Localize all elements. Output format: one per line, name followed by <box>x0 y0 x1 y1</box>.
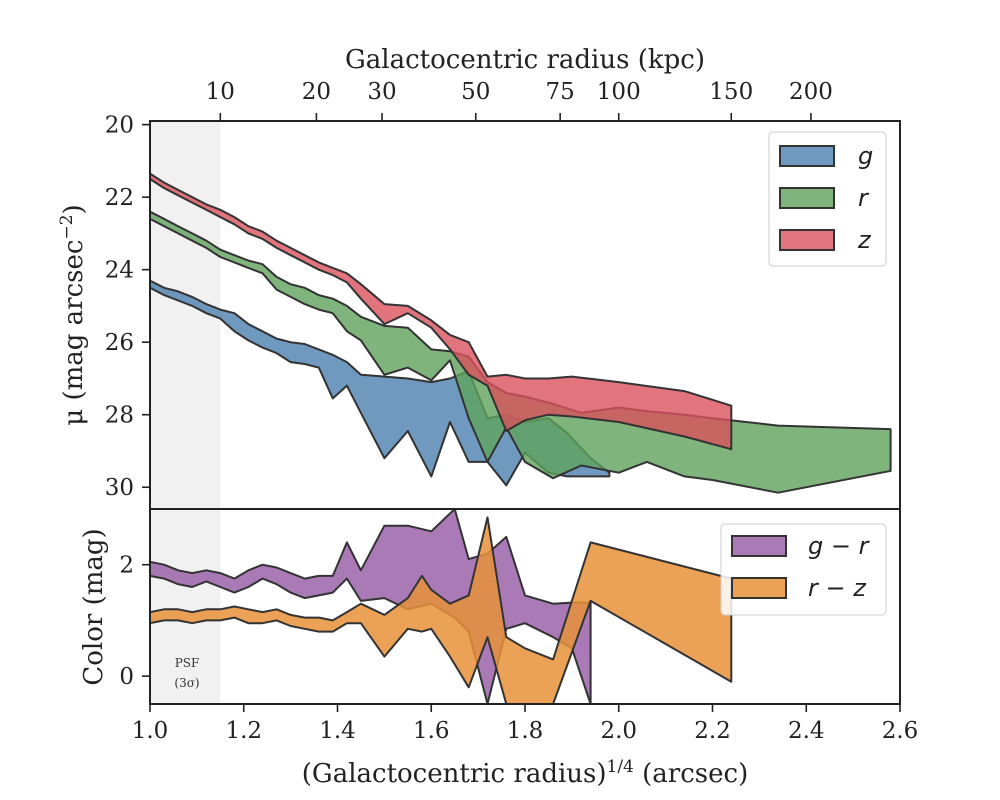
top-y-axis-title-close: ) <box>59 204 89 214</box>
legend-swatch-r <box>779 187 835 209</box>
top-y-tick-label: 24 <box>105 258 134 284</box>
top-tick-label: 200 <box>789 79 833 105</box>
bottom-y-axis-title: Color (mag) <box>79 528 109 685</box>
axis-ticks: 1.0 1.2 1.4 1.6 1.8 2.0 2.2 2.4 2.610 20 30 50 75 100… <box>105 79 919 744</box>
top-tick-label: 150 <box>709 79 753 105</box>
band-color-2 <box>150 516 733 704</box>
top-tick-label: 50 <box>461 79 490 105</box>
x-tick-label: 2.0 <box>600 718 637 744</box>
top-legend-items: grz <box>779 142 873 254</box>
top-tick-label: 75 <box>546 79 575 105</box>
legend-label-g: g <box>858 142 873 170</box>
legend-label-color-1: g − r <box>808 532 871 560</box>
top-y-axis-title-exponent: −2 <box>57 214 77 239</box>
x-tick-label: 1.0 <box>132 718 169 744</box>
top-tick-label: 10 <box>206 79 235 105</box>
top-y-tick-label: 26 <box>105 330 134 356</box>
bottom-y-tick-label: 2 <box>119 553 134 579</box>
psf-region-bottom <box>150 509 221 704</box>
legend-label-r: r <box>858 184 870 212</box>
psf-label: PSF <box>175 656 200 670</box>
legend-swatch-g <box>779 145 835 167</box>
top-tick-label: 20 <box>302 79 331 105</box>
bottom-legend: g − r r − z <box>720 523 887 616</box>
top-y-tick-label: 28 <box>105 403 134 429</box>
x-tick-label: 1.4 <box>319 718 356 744</box>
x-tick-label: 1.2 <box>225 718 262 744</box>
top-y-tick-label: 20 <box>105 113 134 139</box>
x-tick-label: 2.6 <box>882 718 919 744</box>
x-axis-title-unit: (arcsec) <box>634 759 748 789</box>
top-panel-series <box>150 172 892 494</box>
top-axis-title: Galactocentric radius (kpc) <box>345 45 705 75</box>
legend-label-color-2: r − z <box>808 574 867 602</box>
x-tick-label: 1.8 <box>507 718 544 744</box>
x-axis-title: (Galactocentric radius)1/4 (arcsec) <box>302 757 748 789</box>
top-tick-label: 30 <box>367 79 396 105</box>
legend-swatch-color-2 <box>731 577 787 599</box>
x-axis-title-main: (Galactocentric radius) <box>302 759 607 789</box>
legend-swatch-z <box>779 229 835 251</box>
top-y-axis-title: μ (mag arcsec−2) <box>57 204 89 425</box>
top-y-tick-label: 22 <box>105 185 134 211</box>
x-tick-label: 1.6 <box>413 718 450 744</box>
top-legend: grz <box>768 131 887 267</box>
x-tick-label: 2.4 <box>788 718 825 744</box>
legend-swatch-color-1 <box>731 535 787 557</box>
x-axis-title-exponent: 1/4 <box>607 757 634 777</box>
psf-sigma-label: (3σ) <box>174 676 199 690</box>
band-z <box>150 172 733 451</box>
top-tick-label: 100 <box>597 79 641 105</box>
bottom-y-tick-label: 0 <box>119 664 134 690</box>
x-tick-label: 2.2 <box>694 718 731 744</box>
bottom-legend-items: g − r r − z <box>731 532 871 602</box>
bottom-panel-series <box>150 509 733 704</box>
top-y-tick-label: 30 <box>105 475 134 501</box>
top-y-axis-title-main: μ (mag arcsec <box>59 240 89 426</box>
legend-label-z: z <box>857 226 872 254</box>
